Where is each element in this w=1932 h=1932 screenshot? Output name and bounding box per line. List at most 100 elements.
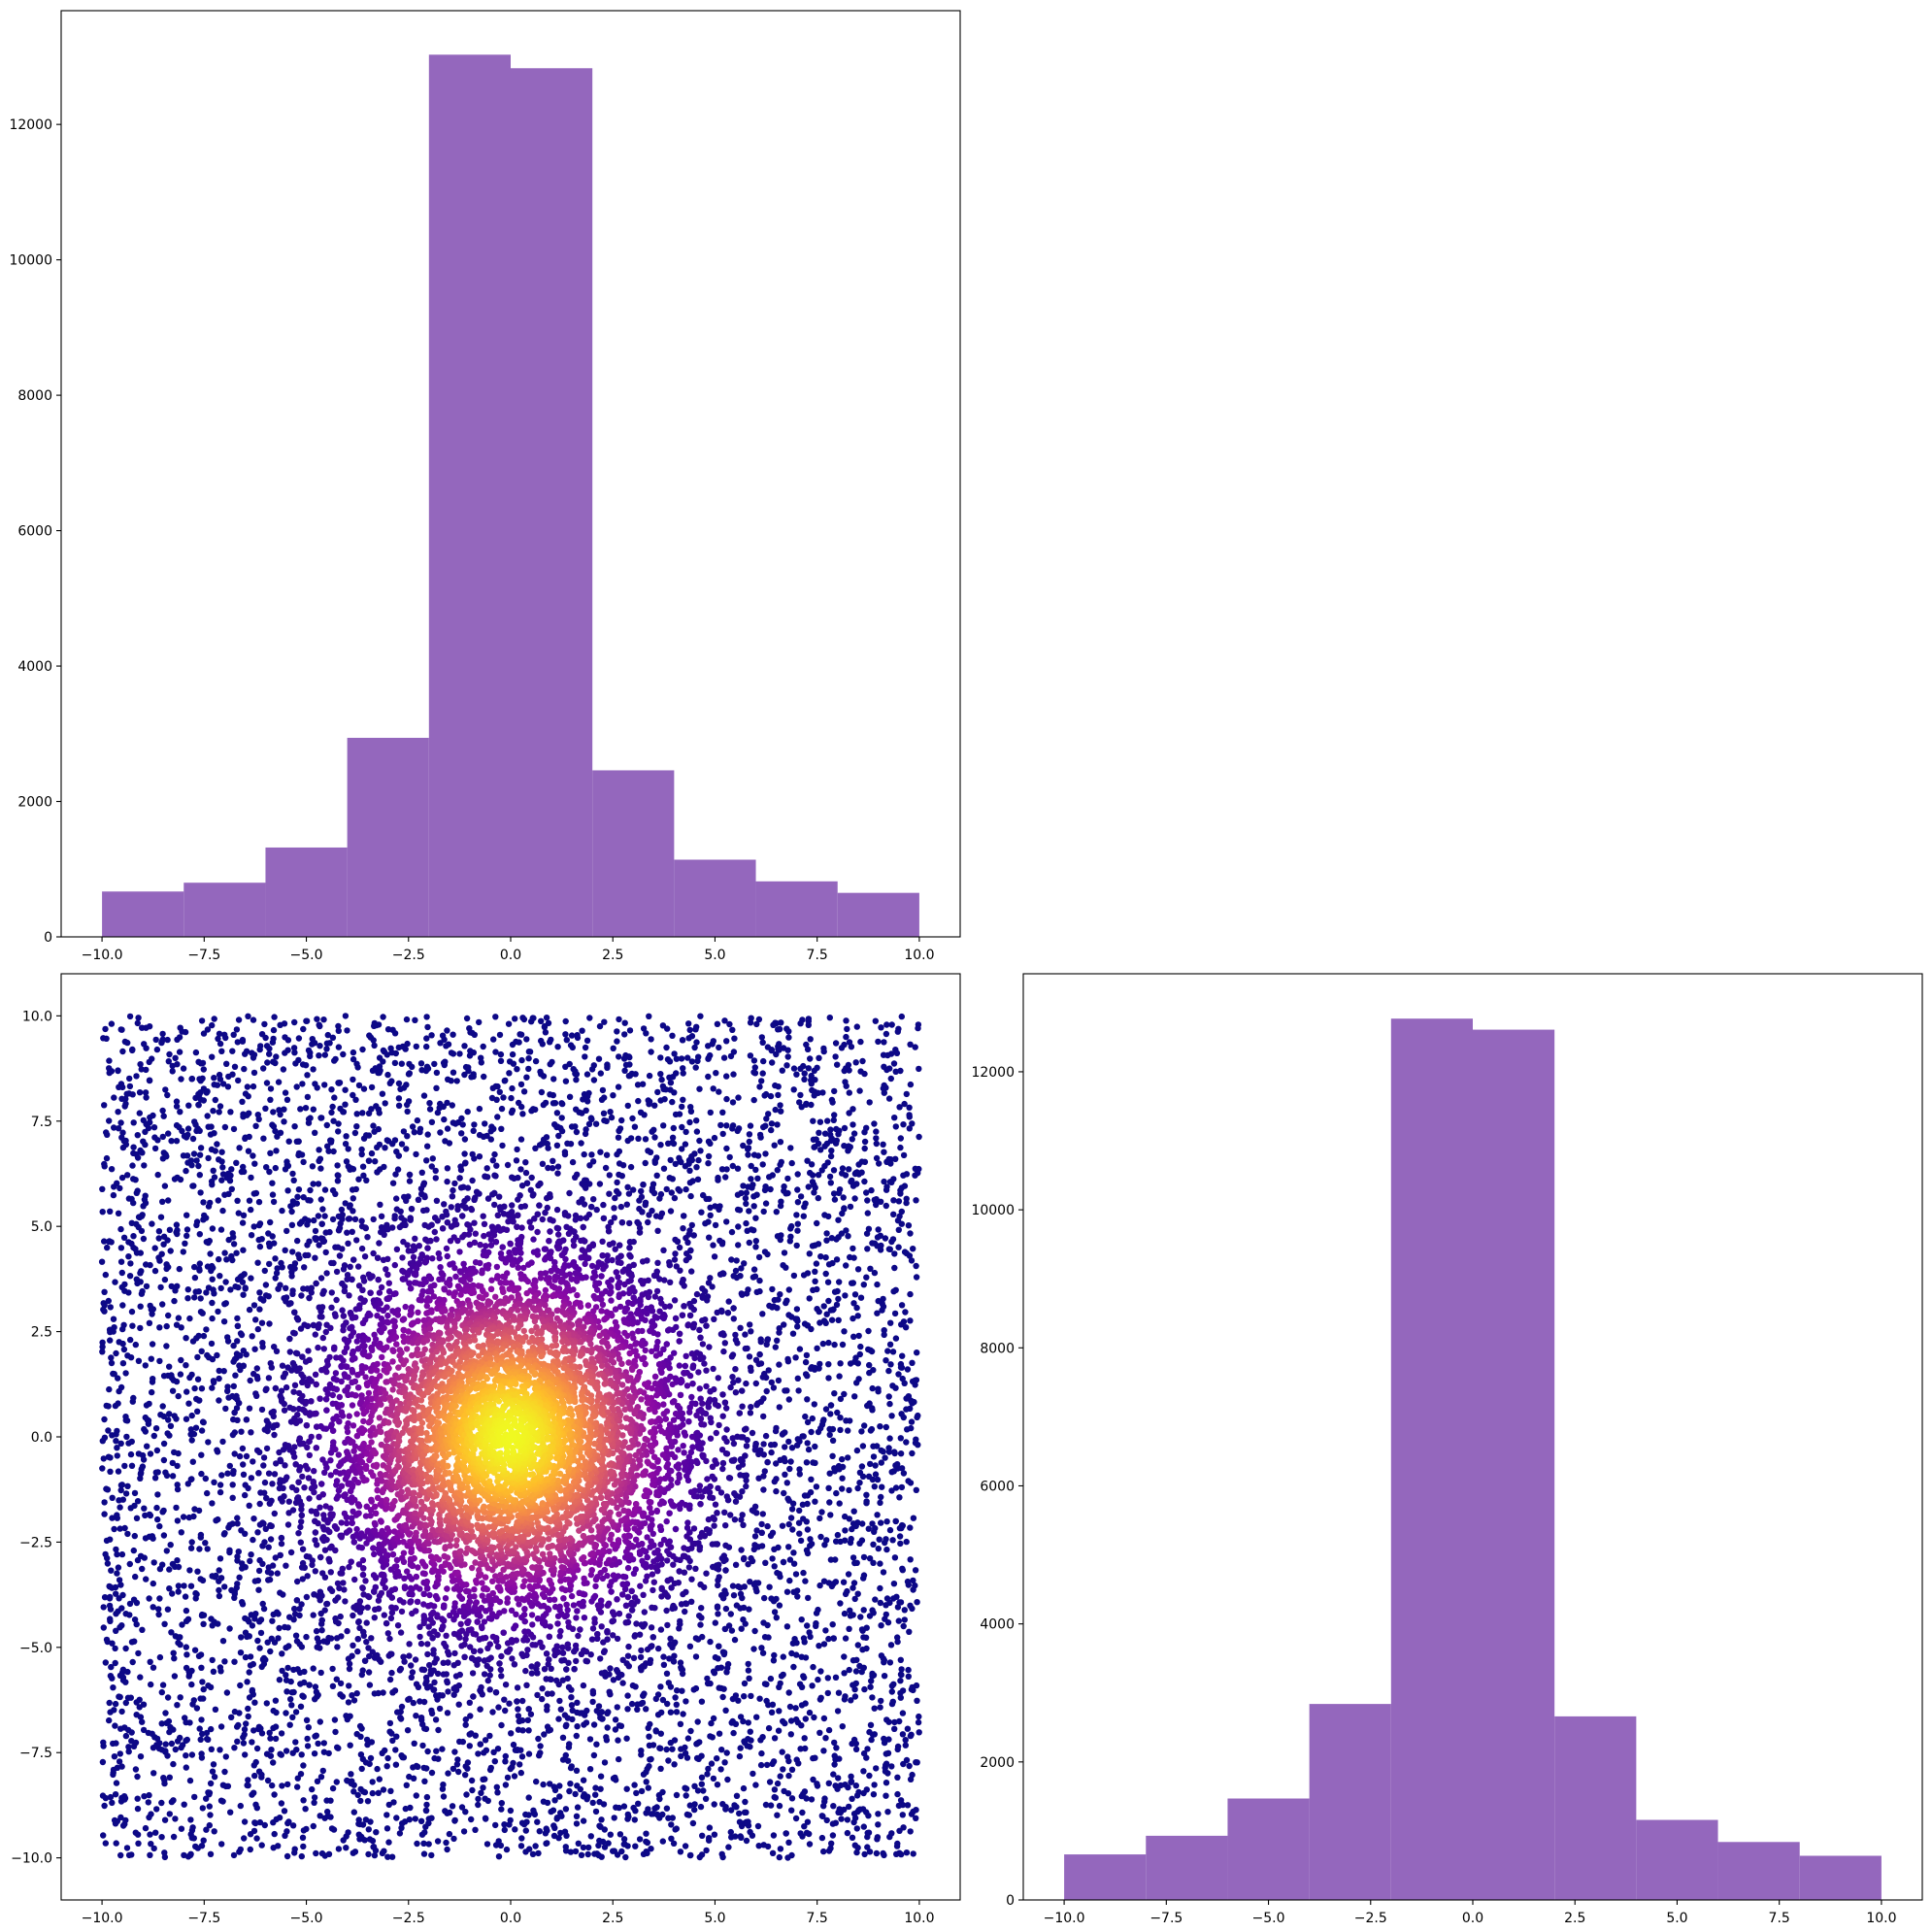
scatter-point (498, 1721, 505, 1729)
scatter-point (458, 1130, 465, 1137)
scatter-point (492, 1049, 499, 1055)
scatter-point (903, 1538, 910, 1546)
scatter-point (842, 1513, 849, 1520)
scatter-point (245, 1484, 251, 1492)
scatter-point (835, 1131, 842, 1138)
scatter-point (889, 1537, 896, 1544)
scatter-point (272, 1255, 279, 1262)
scatter-point (816, 1129, 822, 1137)
scatter-point (165, 1130, 172, 1137)
scatter-point (216, 1109, 222, 1116)
scatter-point (852, 1059, 859, 1066)
scatter-point (728, 1807, 735, 1814)
scatter-point (263, 1445, 271, 1452)
scatter-point (229, 1256, 236, 1264)
scatter-point (771, 1793, 778, 1801)
scatter-point (877, 1423, 883, 1430)
scatter-point (906, 1114, 913, 1120)
scatter-point (897, 1135, 904, 1142)
scatter-point (845, 1148, 851, 1154)
scatter-point (585, 1120, 593, 1128)
scatter-point (246, 1306, 253, 1314)
scatter-point (277, 1111, 283, 1118)
scatter-point (745, 1660, 751, 1668)
scatter-point (803, 1351, 811, 1359)
scatter-point (269, 1782, 276, 1789)
scatter-point (819, 1340, 826, 1348)
scatter-point (583, 1071, 591, 1078)
scatter-point (705, 1055, 712, 1062)
scatter-point (537, 1749, 544, 1756)
scatter-point (846, 1666, 852, 1674)
scatter-point (160, 1456, 168, 1464)
scatter-point (107, 1536, 114, 1543)
scatter-point (827, 1512, 834, 1518)
scatter-point (221, 1768, 228, 1776)
scatter-point (581, 1791, 587, 1798)
scatter-point (757, 1338, 764, 1346)
scatter-point (872, 1462, 879, 1469)
scatter-point (295, 1035, 303, 1042)
scatter-point (705, 1152, 713, 1160)
scatter-point (241, 1731, 248, 1738)
scatter-point (624, 1692, 631, 1699)
scatter-point (300, 1762, 307, 1769)
scatter-point (117, 1258, 125, 1265)
scatter-point (508, 1109, 516, 1116)
scatter-point (273, 1709, 280, 1716)
scatter-point (423, 1043, 430, 1050)
scatter-point (207, 1683, 215, 1691)
scatter-point (254, 1259, 261, 1266)
scatter-point (268, 1747, 275, 1753)
scatter-point (382, 1145, 388, 1151)
scatter-point (812, 1184, 818, 1191)
scatter-point (380, 1014, 386, 1020)
scatter-point (107, 1468, 114, 1476)
scatter-point (667, 1208, 675, 1215)
scatter-point (870, 1443, 877, 1449)
scatter-point (494, 1746, 502, 1752)
scatter-point (150, 1664, 157, 1671)
scatter-point (643, 1838, 650, 1846)
scatter-point (452, 1120, 459, 1127)
scatter-point (808, 1365, 815, 1372)
scatter-point (899, 1812, 906, 1818)
scatter-point (753, 1288, 760, 1296)
scatter-point (226, 1547, 233, 1554)
scatter-point (363, 1177, 370, 1184)
scatter-point (506, 1700, 513, 1707)
scatter-point (730, 1071, 737, 1078)
scatter-point (691, 1044, 698, 1051)
scatter-point (230, 1234, 237, 1241)
scatter-point (380, 1786, 387, 1793)
scatter-point (150, 1845, 157, 1852)
scatter-point (589, 1698, 596, 1706)
scatter-point (183, 1651, 190, 1658)
scatter-point (223, 1060, 230, 1068)
scatter-point (198, 1348, 205, 1355)
scatter-point (147, 1851, 153, 1859)
scatter-point (251, 1160, 258, 1167)
scatter-point (113, 1546, 119, 1553)
scatter-point (728, 1256, 735, 1263)
scatter-point (482, 1776, 488, 1782)
scatter-point (391, 1059, 399, 1067)
y-tick-label: 0 (44, 930, 52, 946)
scatter-point (831, 1196, 839, 1203)
scatter-point (511, 1773, 518, 1780)
scatter-point (718, 1166, 726, 1173)
scatter-point (444, 1027, 450, 1034)
scatter-point (830, 1167, 838, 1174)
scatter-point (914, 1414, 920, 1421)
scatter-point (403, 1197, 410, 1205)
scatter-point (317, 1165, 324, 1172)
scatter-point (824, 1675, 831, 1682)
scatter-point (480, 1133, 487, 1141)
scatter-point (112, 1583, 119, 1591)
scatter-point (823, 1237, 830, 1244)
scatter-point (500, 1094, 507, 1101)
scatter-point (304, 1573, 311, 1580)
scatter-point (897, 1671, 905, 1678)
scatter-point (875, 1811, 882, 1817)
scatter-point (182, 1028, 189, 1036)
